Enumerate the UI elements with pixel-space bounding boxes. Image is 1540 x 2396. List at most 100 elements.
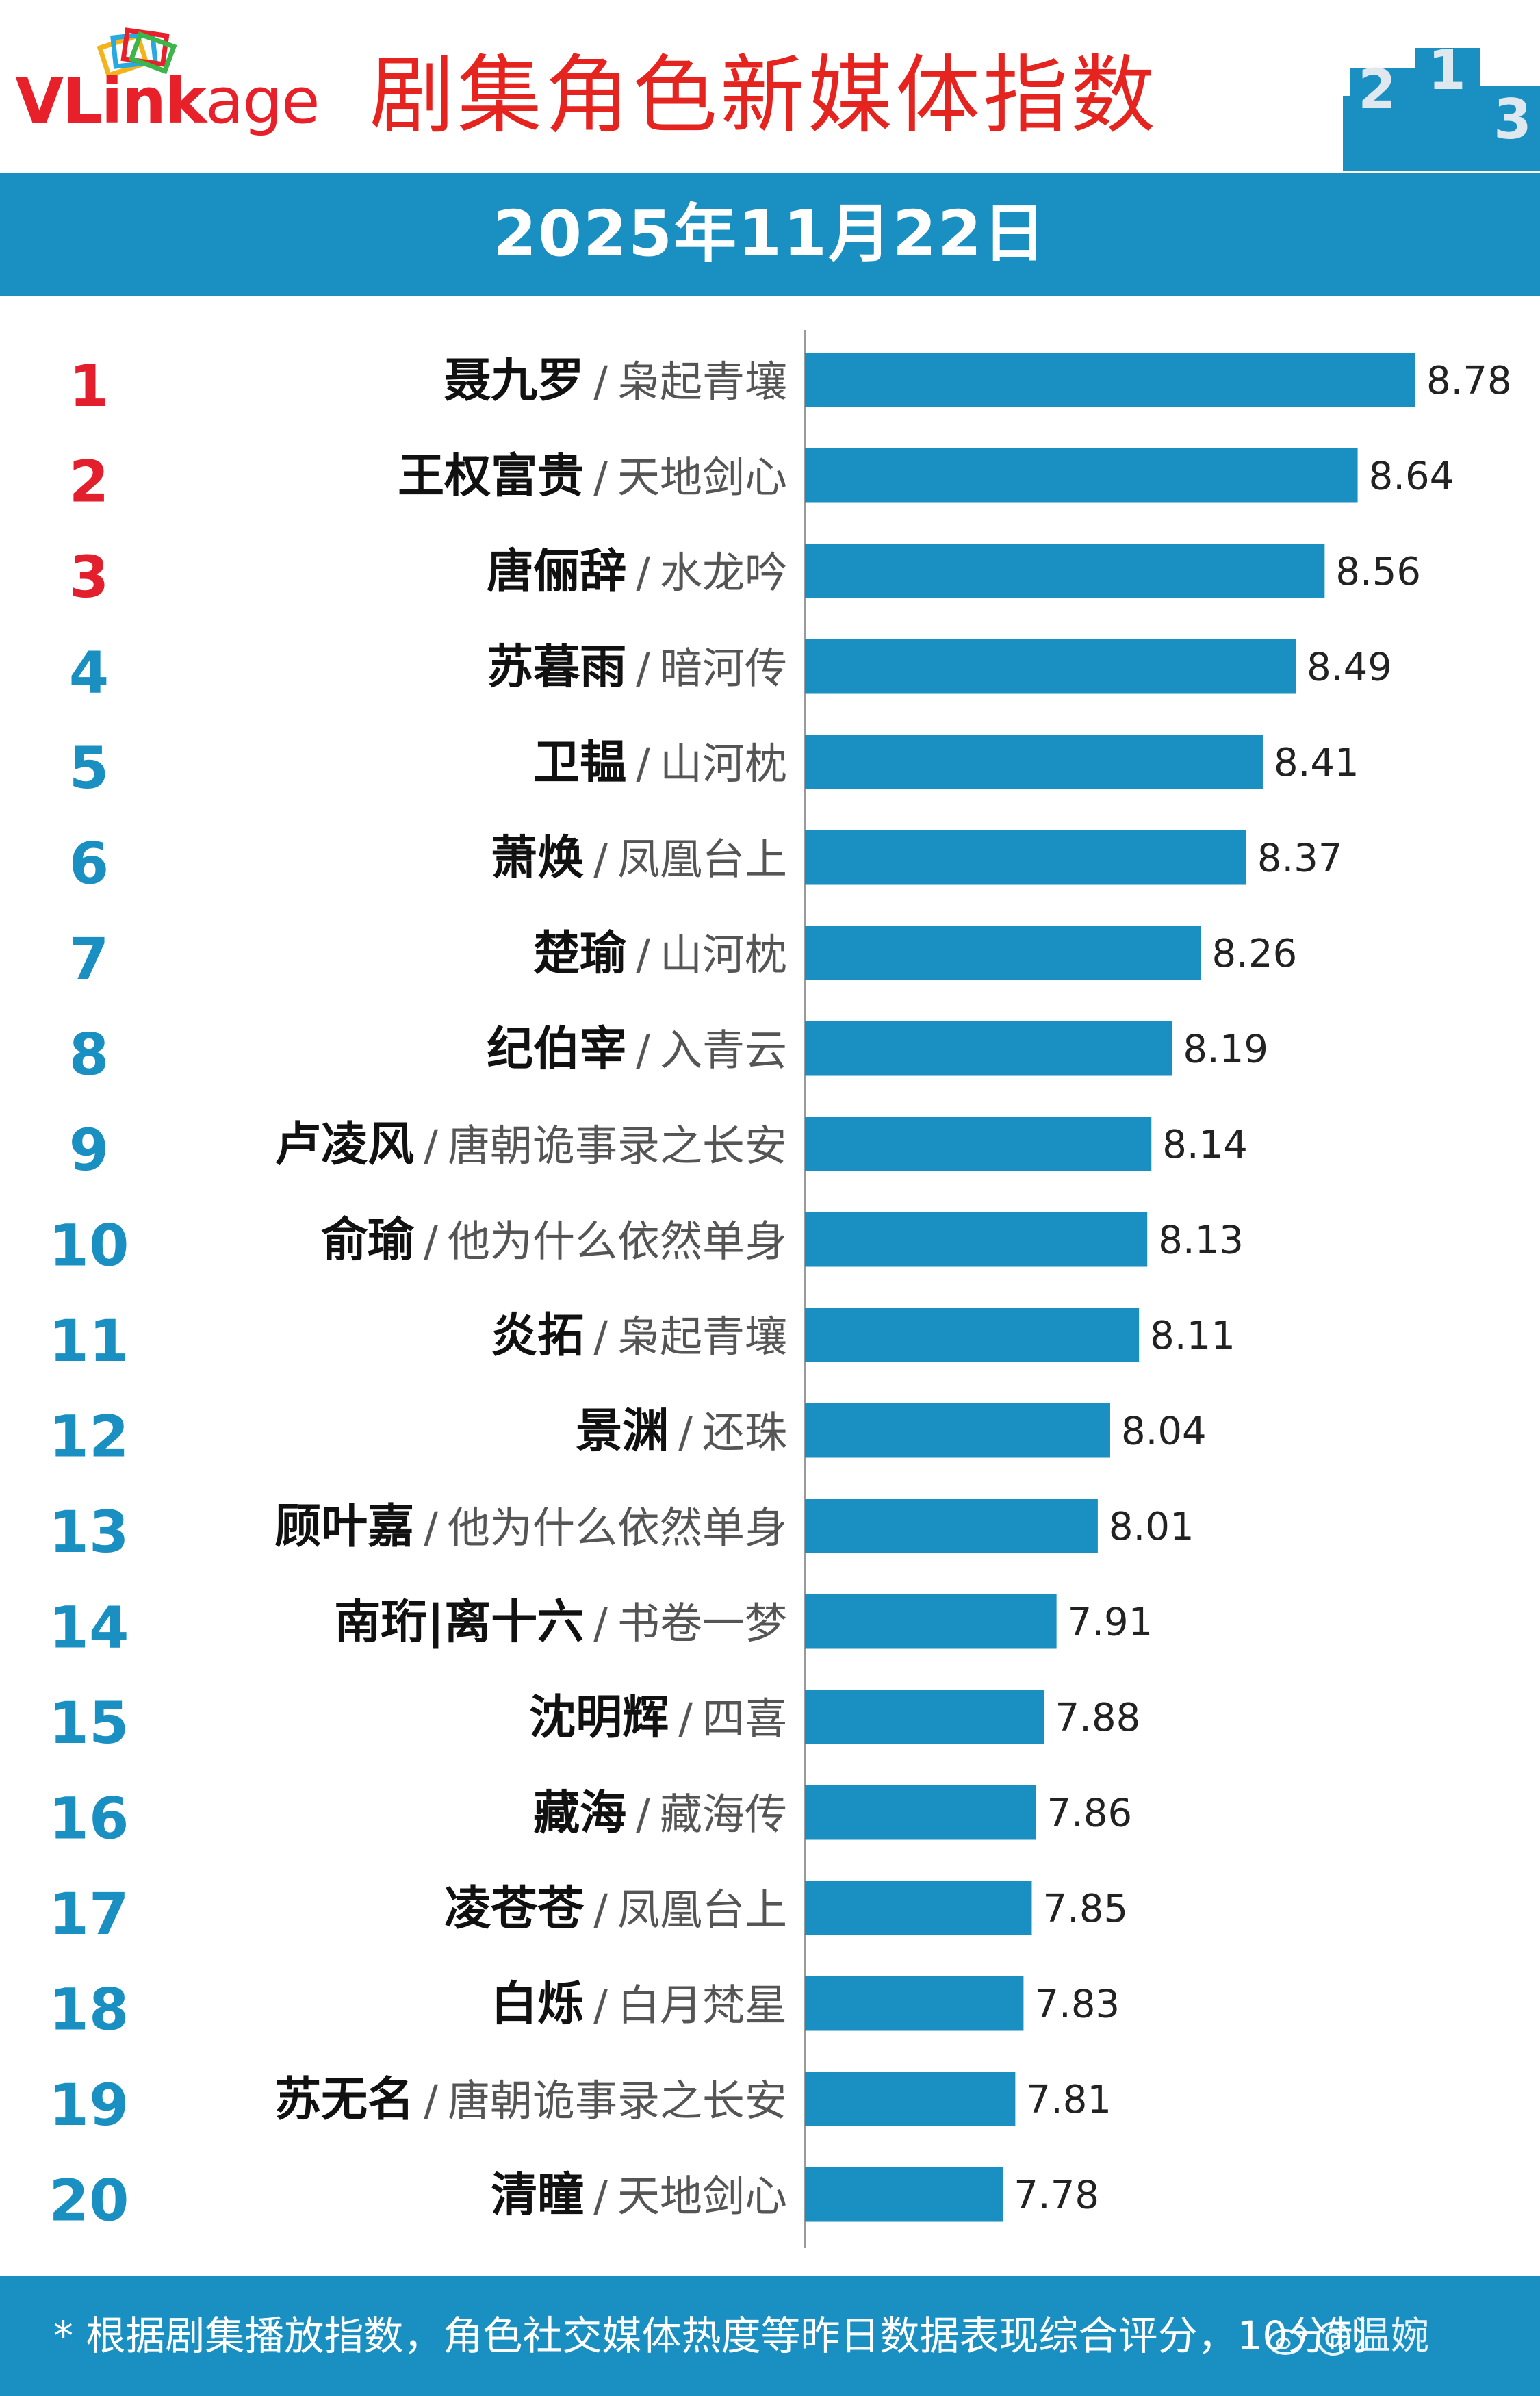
row-label: 顾叶嘉 / 他为什么依然单身 xyxy=(274,1500,787,1554)
chart-row: 14 南珩|离十六 / 书卷一梦 7.91 xyxy=(49,1594,1153,1661)
show-name: 还珠 xyxy=(702,1407,787,1457)
role-name: 沈明辉 xyxy=(529,1691,669,1745)
row-label: 俞瑜 / 他为什么依然单身 xyxy=(321,1214,787,1268)
show-name: 凤凰台上 xyxy=(617,1885,787,1935)
bar xyxy=(805,1785,1036,1840)
role-name: 南珩|离十六 xyxy=(334,1596,584,1650)
logo-frames-icon xyxy=(97,27,177,79)
chart-row: 3 唐俪辞 / 水龙吟 8.56 xyxy=(69,544,1421,611)
bar-value-label: 7.91 xyxy=(1068,1601,1153,1645)
rank-number: 1 xyxy=(69,353,109,420)
show-name: 书卷一梦 xyxy=(617,1598,787,1648)
bar-value-label: 8.56 xyxy=(1335,550,1421,594)
label-separator: / xyxy=(678,1694,693,1744)
bar xyxy=(805,1499,1098,1553)
show-name: 凤凰台上 xyxy=(617,834,787,884)
row-label: 清瞳 / 天地剑心 xyxy=(491,2169,787,2223)
show-name: 山河枕 xyxy=(660,930,787,980)
date-banner: 2025年11月22日 xyxy=(0,173,1540,296)
label-separator: / xyxy=(636,739,650,789)
rank-number: 19 xyxy=(49,2072,129,2139)
svg-text:3: 3 xyxy=(1493,88,1532,151)
row-label: 唐俪辞 / 水龙吟 xyxy=(487,545,787,599)
chart-row: 8 纪伯宰 / 入青云 8.19 xyxy=(69,1021,1268,1088)
brand-wordmark: VLinkage xyxy=(15,64,320,138)
bar-value-label: 8.01 xyxy=(1109,1505,1194,1549)
show-name: 枭起青壤 xyxy=(617,357,787,407)
role-name: 顾叶嘉 xyxy=(274,1500,414,1554)
bar-value-label: 7.86 xyxy=(1047,1792,1132,1836)
role-name: 景渊 xyxy=(576,1405,669,1459)
bar xyxy=(805,1212,1148,1267)
show-name: 唐朝诡事录之长安 xyxy=(448,2076,787,2126)
chart-row: 20 清瞳 / 天地剑心 7.78 xyxy=(49,2167,1099,2234)
label-separator: / xyxy=(424,1503,438,1553)
rank-number: 17 xyxy=(49,1881,129,1948)
show-name: 入青云 xyxy=(660,1025,787,1075)
bar-value-label: 7.81 xyxy=(1026,2078,1112,2122)
show-name: 他为什么依然单身 xyxy=(448,1503,787,1553)
chart-row: 2 王权富贵 / 天地剑心 8.64 xyxy=(69,448,1454,515)
role-name: 聂九罗 xyxy=(444,354,584,408)
bar xyxy=(805,2167,1003,2222)
label-separator: / xyxy=(424,1216,438,1266)
row-label: 苏无名 / 唐朝诡事录之长安 xyxy=(274,2073,787,2127)
bar-value-label: 8.04 xyxy=(1121,1410,1207,1454)
bar-value-label: 8.64 xyxy=(1369,455,1454,499)
row-label: 王权富贵 / 天地剑心 xyxy=(398,450,787,504)
bar-value-label: 8.14 xyxy=(1162,1123,1248,1167)
chart-row: 11 炎拓 / 枭起青壤 8.11 xyxy=(49,1308,1235,1375)
show-name: 水龙吟 xyxy=(660,548,787,598)
chart-row: 1 聂九罗 / 枭起青壤 8.78 xyxy=(69,353,1512,420)
bar-value-label: 8.13 xyxy=(1158,1219,1244,1263)
bar-value-label: 7.83 xyxy=(1034,1983,1120,2027)
show-name: 天地剑心 xyxy=(617,2171,787,2221)
label-separator: / xyxy=(636,1025,650,1075)
show-name: 四喜 xyxy=(702,1694,787,1744)
svg-text:2: 2 xyxy=(1358,58,1396,121)
label-separator: / xyxy=(593,1312,608,1362)
rank-number: 5 xyxy=(69,735,109,802)
role-name: 苏无名 xyxy=(274,2073,414,2127)
chart-row: 4 苏暮雨 / 暗河传 8.49 xyxy=(69,639,1392,706)
chart-row: 6 萧焕 / 凤凰台上 8.37 xyxy=(69,830,1343,897)
row-label: 凌苍苍 / 凤凰台上 xyxy=(444,1882,787,1936)
row-label: 苏暮雨 / 暗河传 xyxy=(487,641,787,695)
role-name: 炎拓 xyxy=(491,1309,584,1363)
role-name: 凌苍苍 xyxy=(444,1882,585,1936)
bar-value-label: 7.78 xyxy=(1014,2174,1099,2218)
bar-value-label: 8.37 xyxy=(1257,837,1343,881)
show-name: 白月梵星 xyxy=(617,1980,787,2030)
role-name: 唐俪辞 xyxy=(487,545,626,599)
row-label: 卢凌风 / 唐朝诡事录之长安 xyxy=(274,1118,787,1172)
row-label: 萧焕 / 凤凰台上 xyxy=(491,832,787,886)
role-name: 楚瑜 xyxy=(533,927,627,981)
bar xyxy=(805,926,1201,980)
row-label: 纪伯宰 / 入青云 xyxy=(487,1023,787,1077)
show-name: 唐朝诡事录之长安 xyxy=(448,1121,787,1171)
chart-row: 13 顾叶嘉 / 他为什么依然单身 8.01 xyxy=(49,1499,1194,1566)
label-separator: / xyxy=(678,1407,693,1457)
chart-row: 12 景渊 / 还珠 8.04 xyxy=(49,1403,1207,1470)
row-label: 聂九罗 / 枭起青壤 xyxy=(444,354,787,408)
show-name: 枭起青壤 xyxy=(617,1312,787,1362)
show-name: 他为什么依然单身 xyxy=(448,1216,787,1266)
vlinkage-logo: VLinkage xyxy=(15,27,344,144)
bar xyxy=(805,1021,1172,1076)
show-name: 暗河传 xyxy=(660,643,787,693)
bar-value-label: 8.19 xyxy=(1183,1028,1268,1072)
show-name: 天地剑心 xyxy=(617,453,787,502)
podium-icon: 2 1 3 xyxy=(1343,38,1540,171)
rank-number: 7 xyxy=(69,926,109,993)
watermark-handle: @温婉 xyxy=(1314,2314,1429,2358)
label-separator: / xyxy=(424,1121,438,1171)
bar xyxy=(805,2072,1016,2126)
chart-row: 7 楚瑜 / 山河枕 8.26 xyxy=(69,926,1297,993)
role-name: 卢凌风 xyxy=(274,1118,414,1172)
role-name: 俞瑜 xyxy=(321,1214,415,1268)
chart-row: 15 沈明辉 / 四喜 7.88 xyxy=(49,1690,1140,1757)
role-name: 卫韫 xyxy=(533,736,626,790)
bar-value-label: 8.11 xyxy=(1150,1314,1235,1358)
row-label: 沈明辉 / 四喜 xyxy=(529,1691,787,1745)
chart-row: 5 卫韫 / 山河枕 8.41 xyxy=(69,735,1359,802)
